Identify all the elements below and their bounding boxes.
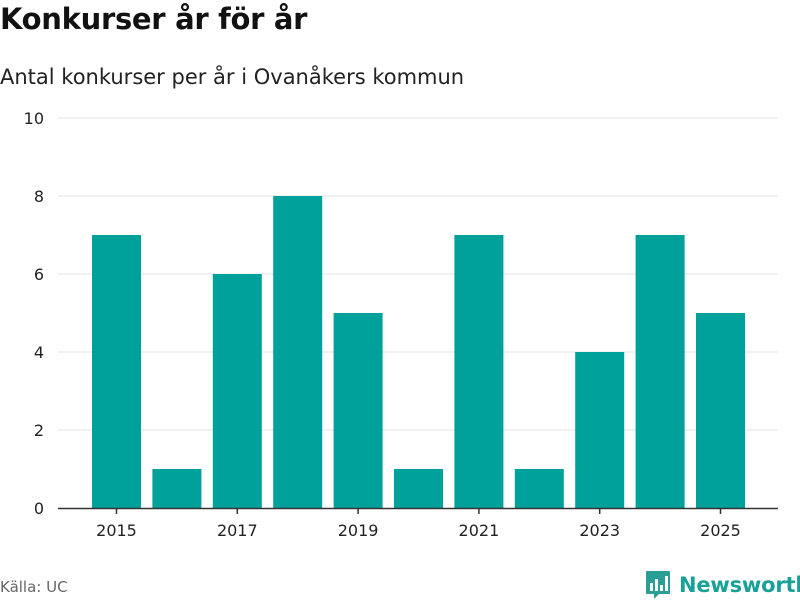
brand-name: Newsworthy — [679, 573, 800, 597]
bar-chart-logo-icon — [646, 571, 670, 599]
y-tick-label: 0 — [34, 499, 44, 518]
bar-2015 — [92, 235, 141, 508]
brand-logo: Newsworthy — [645, 570, 800, 600]
y-tick-label: 8 — [34, 187, 44, 206]
y-tick-label: 4 — [34, 343, 44, 362]
source-note: Källa: UC — [0, 578, 68, 596]
x-tick-label: 2021 — [459, 521, 500, 540]
bar-chart: 0 2 4 6 8 10 2015 2017 2019 2021 2023 2025 — [24, 109, 778, 540]
bar-2018 — [273, 196, 323, 508]
y-tick-label: 2 — [34, 421, 44, 440]
chart-title: Konkurser år för år — [0, 2, 308, 36]
x-tick-label: 2025 — [700, 521, 741, 540]
x-tick-label: 2019 — [338, 521, 379, 540]
x-tick-label: 2023 — [579, 521, 620, 540]
bar-2017 — [212, 274, 262, 508]
bar-2023 — [575, 352, 625, 508]
y-tick-label: 10 — [24, 109, 44, 128]
bar-2016 — [152, 469, 202, 508]
bar-2020 — [394, 469, 443, 508]
x-tick-label: 2017 — [217, 521, 258, 540]
x-tick-label: 2015 — [96, 521, 137, 540]
chart-subtitle: Antal konkurser per år i Ovanåkers kommu… — [0, 65, 465, 89]
bar-2021 — [454, 235, 504, 508]
y-tick-label: 6 — [34, 265, 44, 284]
bar-2022 — [514, 469, 564, 508]
bar-2024 — [635, 235, 685, 508]
bar-2025 — [696, 313, 745, 508]
bar-2019 — [333, 313, 383, 508]
